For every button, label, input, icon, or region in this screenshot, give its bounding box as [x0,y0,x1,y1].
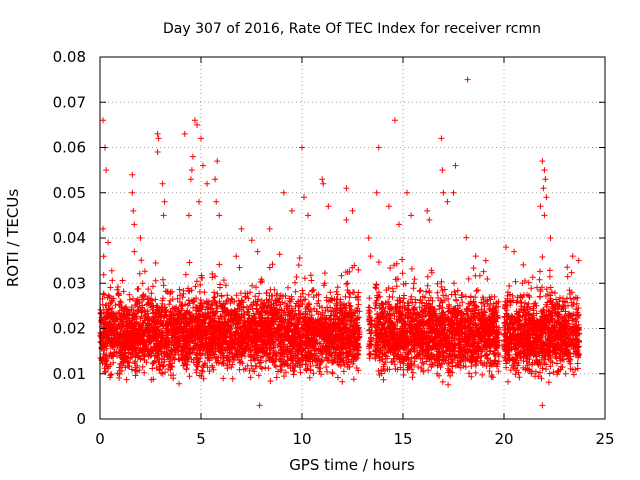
y-tick-label: 0.03 [53,274,86,292]
x-tick-label: 10 [292,430,311,448]
y-axis-label: ROTI / TECUs [4,189,22,287]
chart-title: Day 307 of 2016, Rate Of TEC Index for r… [163,21,541,37]
x-tick-label: 20 [494,430,513,448]
y-tick-label: 0.06 [53,139,86,157]
y-tick-labels: 0 0.01 0.02 0.03 0.04 0.05 0.06 0.07 0.08 [53,48,86,428]
x-tick-label: 15 [393,430,412,448]
y-tick-label: 0.08 [53,48,86,66]
y-tick-label: 0.01 [53,365,86,383]
axis-ticks [99,56,606,420]
x-axis-label: GPS time / hours [289,456,415,474]
y-tick-label: 0.07 [53,93,86,111]
y-tick-label: 0 [76,410,86,428]
x-tick-label: 5 [196,430,206,448]
x-tick-labels: 0 5 10 15 20 25 [95,430,614,448]
data-points [97,76,583,409]
y-tick-label: 0.05 [53,184,86,202]
x-tick-label: 25 [595,430,614,448]
y-tick-label: 0.04 [53,229,86,247]
y-tick-label: 0.02 [53,320,86,338]
x-tick-label: 0 [95,430,105,448]
roti-points [97,76,583,409]
